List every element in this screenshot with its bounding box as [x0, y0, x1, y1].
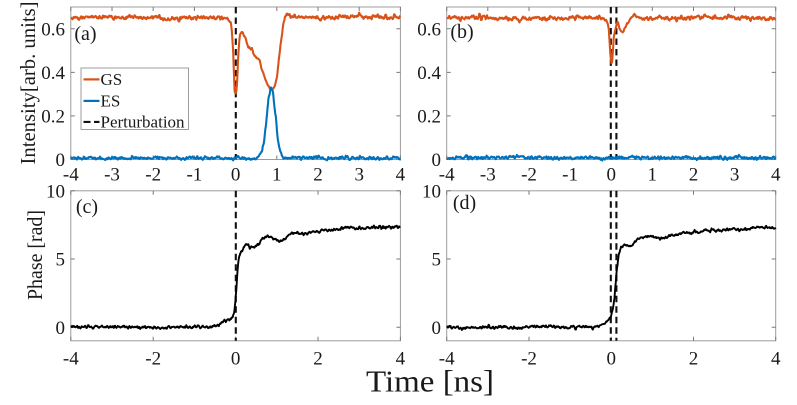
svg-text:0.2: 0.2 — [41, 107, 65, 128]
svg-text:0: 0 — [606, 165, 616, 186]
svg-text:0: 0 — [231, 349, 241, 370]
svg-text:-4: -4 — [439, 349, 455, 370]
svg-text:-1: -1 — [186, 165, 202, 186]
svg-text:1: 1 — [648, 165, 658, 186]
svg-text:2: 2 — [313, 165, 323, 186]
svg-text:-2: -2 — [521, 165, 537, 186]
svg-text:-4: -4 — [439, 165, 455, 186]
svg-text:-2: -2 — [145, 165, 161, 186]
svg-text:Perturbation: Perturbation — [101, 113, 186, 132]
svg-text:-2: -2 — [145, 349, 161, 370]
svg-text:Time [ns]: Time [ns] — [366, 364, 494, 399]
svg-text:-3: -3 — [480, 165, 496, 186]
svg-text:0.4: 0.4 — [41, 63, 65, 84]
svg-text:2: 2 — [689, 349, 699, 370]
svg-text:-2: -2 — [521, 349, 537, 370]
svg-text:1: 1 — [272, 165, 282, 186]
svg-text:0: 0 — [231, 165, 241, 186]
svg-text:ES: ES — [101, 92, 121, 111]
svg-text:4: 4 — [396, 165, 406, 186]
svg-text:4: 4 — [771, 165, 781, 186]
svg-text:(b): (b) — [450, 21, 473, 43]
svg-text:0: 0 — [432, 150, 442, 171]
svg-text:3: 3 — [354, 165, 364, 186]
svg-text:0: 0 — [56, 150, 66, 171]
svg-text:-4: -4 — [63, 165, 79, 186]
svg-text:Phase [rad]: Phase [rad] — [23, 210, 47, 300]
svg-text:4: 4 — [396, 349, 406, 370]
svg-text:5: 5 — [432, 250, 442, 271]
svg-text:GS: GS — [101, 70, 123, 89]
svg-text:(a): (a) — [74, 23, 96, 45]
svg-text:-1: -1 — [562, 165, 578, 186]
svg-text:(c): (c) — [76, 196, 98, 218]
svg-text:0: 0 — [606, 349, 616, 370]
svg-text:0: 0 — [56, 318, 66, 339]
svg-text:10: 10 — [46, 181, 65, 202]
svg-text:(d): (d) — [453, 192, 476, 214]
svg-text:0: 0 — [432, 318, 442, 339]
svg-text:10: 10 — [422, 181, 441, 202]
svg-text:2: 2 — [313, 349, 323, 370]
svg-text:0.6: 0.6 — [417, 19, 441, 40]
svg-text:2: 2 — [689, 165, 699, 186]
svg-text:-4: -4 — [63, 349, 79, 370]
svg-text:0.6: 0.6 — [41, 19, 65, 40]
svg-text:0.4: 0.4 — [417, 63, 441, 84]
svg-text:Intensity[arb. units]: Intensity[arb. units] — [16, 2, 40, 165]
svg-text:4: 4 — [771, 349, 781, 370]
svg-text:3: 3 — [730, 165, 740, 186]
svg-text:-3: -3 — [104, 165, 120, 186]
svg-text:0.2: 0.2 — [417, 107, 441, 128]
svg-text:5: 5 — [56, 250, 66, 271]
